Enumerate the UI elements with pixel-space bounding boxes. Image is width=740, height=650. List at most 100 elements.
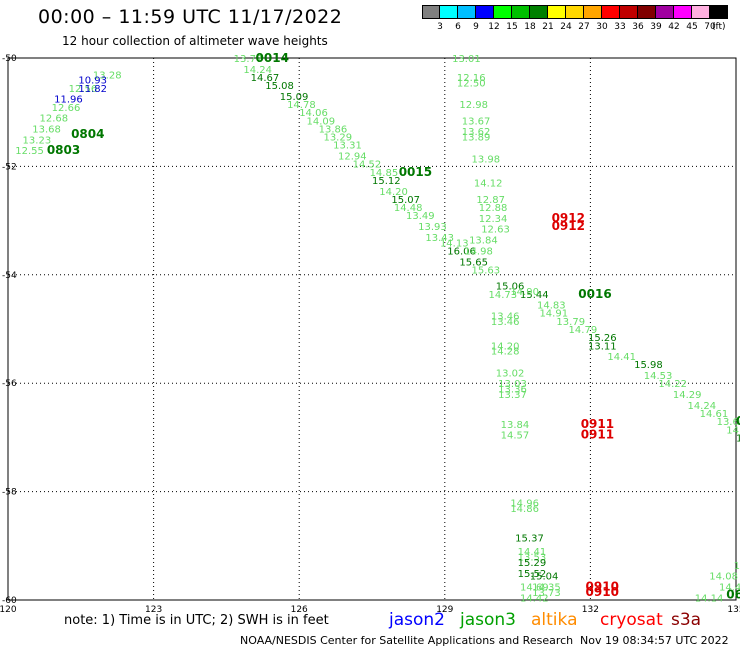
x-tick-label: 123 [145, 605, 162, 615]
wave-height-point: 15.65 [459, 257, 488, 268]
wave-height-point: 12.50 [457, 78, 486, 89]
colorbar-label: 12 [488, 22, 500, 32]
wave-height-point: 12.63 [481, 225, 510, 236]
wave-height-point: 14.42 [520, 593, 549, 604]
wave-height-point: 14.73 [488, 290, 517, 301]
wave-height-point: 13.68 [32, 124, 61, 135]
colorbar-swatch [458, 5, 476, 19]
wave-height-point: 14.98 [464, 246, 493, 257]
wave-height-point: 14.67 [251, 73, 280, 84]
colorbar-swatch [602, 5, 620, 19]
wave-height-point: 14.13 [440, 238, 469, 249]
colorbar-label: 36 [632, 22, 644, 32]
wave-height-point: 14.35 [532, 582, 561, 593]
wave-height-point: 15.44 [520, 290, 549, 301]
colorbar-label: 39 [650, 22, 662, 32]
colorbar-swatch [566, 5, 584, 19]
wave-height-point: 13.23 [23, 135, 52, 146]
wave-height-point: 13.37 [498, 390, 527, 401]
page-subtitle: 12 hour collection of altimeter wave hei… [62, 34, 328, 48]
colorbar-swatch [422, 5, 440, 19]
colorbar-label: 3 [437, 22, 443, 32]
wave-height-point: 13.02 [496, 368, 525, 379]
colorbar-swatch [512, 5, 530, 19]
wave-height-point: 14.28 [491, 347, 520, 358]
wave-height-point: 12.34 [479, 214, 508, 225]
colorbar-label: 33 [614, 22, 626, 32]
colorbar-label: 15 [506, 22, 518, 32]
time-marker-label: 0912 [552, 211, 585, 225]
wave-height-point: 13.79 [556, 317, 585, 328]
colorbar-frame [422, 5, 728, 19]
wave-height-point: 15.3 [736, 433, 740, 444]
time-marker-label: 0014 [256, 51, 289, 65]
y-tick-label: -54 [2, 271, 17, 281]
x-tick-label: 132 [582, 605, 599, 615]
y-tick-label: -58 [2, 488, 17, 498]
colorbar-swatch [674, 5, 692, 19]
time-marker-label: 0910 [586, 579, 619, 593]
time-marker-label: 0910 [586, 585, 619, 599]
colorbar-label: 6 [455, 22, 461, 32]
y-tick-label: -50 [2, 54, 17, 64]
colorbar-label: 30 [596, 22, 608, 32]
time-marker-label: 0911 [581, 417, 614, 431]
wave-height-point: 14.86 [510, 504, 539, 515]
wave-height-point: 13.01 [452, 54, 481, 65]
colorbar-swatch [638, 5, 656, 19]
legend-cryosat: cryosat [600, 610, 663, 630]
colorbar-swatch [584, 5, 602, 19]
colorbar-label: 9 [473, 22, 479, 32]
wave-height-point: 13.31 [333, 141, 362, 152]
wave-height-point: 12.68 [40, 114, 69, 125]
wave-height-point: 14.41 [518, 547, 547, 558]
wave-height-point: 13.36 [498, 385, 527, 396]
wave-height-point: 13.89 [462, 133, 491, 144]
wave-height-point: 13.03 [498, 379, 527, 390]
colorbar-label: 18 [524, 22, 536, 32]
wave-height-point: 14.48 [394, 203, 423, 214]
wave-height-point: 14.90 [510, 287, 539, 298]
wave-height-point: 13.66 [717, 417, 740, 428]
time-marker-label: 0804 [71, 127, 104, 141]
wave-height-point: 15.06 [496, 282, 525, 293]
time-marker-label: 0 [736, 414, 740, 428]
wave-height-point: 13.93 [418, 222, 447, 233]
wave-height-point: 14.41 [607, 352, 636, 363]
footer-timestamp: Nov 19 08:34:57 UTC 2022 [580, 634, 729, 647]
wave-height-point: 12.87 [476, 195, 505, 206]
footer-credit: NOAA/NESDIS Center for Satellite Applica… [240, 634, 574, 647]
wave-height-point: 12.16 [457, 73, 486, 84]
colorbar-swatch [692, 5, 710, 19]
wave-height-point: 14.42 [726, 425, 740, 436]
wave-height-point: 12.55 [15, 146, 44, 157]
colorbar-swatch [656, 5, 674, 19]
wave-height-point: 16.06 [447, 246, 476, 257]
wave-height-point: 13.98 [471, 154, 500, 165]
legend-jason2: jason2 [389, 610, 445, 630]
wave-height-point: 14.20 [379, 187, 408, 198]
x-tick-label: 135 [727, 605, 740, 615]
colorbar-swatch [476, 5, 494, 19]
colorbar-label: 27 [578, 22, 590, 32]
legend-s3a: s3a [671, 610, 702, 630]
wave-height-point: 14.85 [370, 168, 399, 179]
wave-height-point: 13.73 [532, 588, 561, 599]
wave-height-point: 14.78 [287, 100, 316, 111]
wave-height-point: 12.88 [479, 203, 508, 214]
wave-height-point: 13.49 [406, 211, 435, 222]
wave-height-point: 12.66 [52, 103, 81, 114]
colorbar-label: 45 [686, 22, 698, 32]
x-tick-label: 129 [436, 605, 453, 615]
wave-height-point: 15.52 [518, 569, 547, 580]
wave-height-point: 11.96 [54, 95, 83, 106]
wave-height-point: 13.28 [93, 70, 122, 81]
wave-height-point: 14.14 [695, 593, 724, 604]
wave-height-point: 14.96 [510, 498, 539, 509]
wave-height-point: 15.04 [530, 572, 559, 583]
colorbar-swatch [530, 5, 548, 19]
wave-height-point: 13.62 [462, 127, 491, 138]
wave-height-point: 13.53 [518, 553, 547, 564]
colorbar-swatch [548, 5, 566, 19]
wave-height-point: 13.86 [319, 124, 348, 135]
